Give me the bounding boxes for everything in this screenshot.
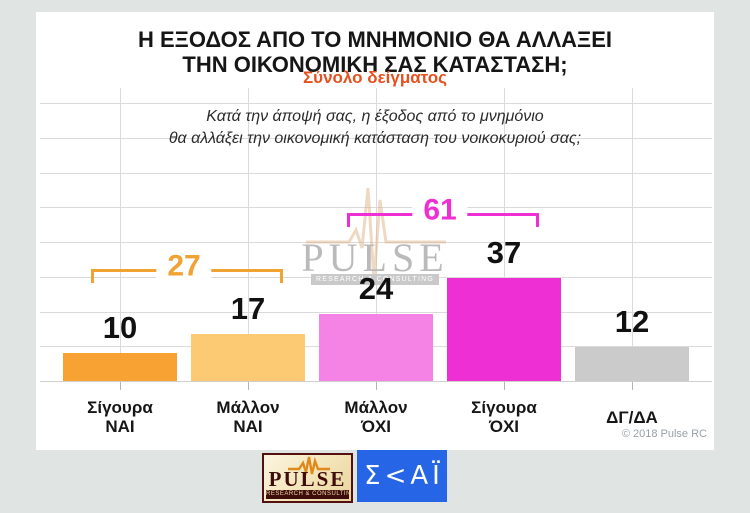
category-label-line: ΌΧΙ (488, 417, 520, 436)
skai-logo-text: Σ<ΑΪ (364, 461, 444, 491)
v-gridline (504, 88, 505, 381)
category-label: Μάλλον ΝΑΙ (184, 396, 312, 438)
category-label: Σίγουρα ΝΑΙ (56, 396, 184, 438)
category-label-line: ΝΑΙ (105, 417, 135, 436)
category-label: ΔΓ/ΔΑ (568, 396, 696, 438)
category-label: Σίγουρα ΌΧΙ (440, 396, 568, 438)
bar-2 (319, 314, 433, 381)
bar-value-label: 24 (358, 271, 394, 306)
bar-value-label: 10 (102, 310, 138, 345)
v-gridline (248, 88, 249, 381)
pulse-logo: PULSE RESEARCH & CONSULTING (262, 453, 353, 503)
bar-1 (191, 334, 305, 381)
category-label: Μάλλον ΌΧΙ (312, 396, 440, 438)
category-label-line: ΔΓ/ΔΑ (606, 407, 658, 427)
bar-4 (575, 347, 689, 381)
category-label-line: Μάλλον (344, 398, 408, 417)
survey-question: Κατά την άποψή σας, η έξοδος από το μνημ… (55, 106, 695, 150)
category-label-line: Μάλλον (216, 398, 280, 417)
page-title: Η ΕΞΟΔΟΣ ΑΠΟ ΤΟ ΜΝΗΜΟΝΙΟ ΘΑ ΑΛΛΑΞΕΙ ΤΗΝ … (36, 27, 714, 77)
sum-bracket-value: 27 (156, 250, 212, 283)
title-line-2: ΤΗΝ ΟΙΚΟΝΟΜΙΚΗ ΣΑΣ ΚΑΤΑΣΤΑΣΗ; (182, 52, 568, 77)
v-gridline (120, 88, 121, 381)
bar-value-label: 17 (230, 291, 266, 326)
bar-value-label: 37 (486, 235, 522, 270)
pulse-logo-waveform-icon (288, 456, 330, 475)
title-line-1: Η ΕΞΟΔΟΣ ΑΠΟ ΤΟ ΜΝΗΜΟΝΙΟ ΘΑ ΑΛΛΑΞΕΙ (138, 27, 612, 52)
category-label-line: ΌΧΙ (360, 417, 392, 436)
x-axis-line (40, 381, 712, 382)
bar-value-label: 12 (614, 304, 650, 339)
skai-logo: Σ<ΑΪ (357, 450, 447, 502)
category-label-line: Σίγουρα (471, 398, 537, 417)
question-line-1: Κατά την άποψή σας, η έξοδος από το μνημ… (206, 108, 544, 125)
v-gridline (632, 88, 633, 381)
x-axis-tick (632, 382, 633, 390)
bar-3 (447, 278, 561, 381)
x-axis-tick (120, 382, 121, 390)
question-line-2: θα αλλάξει την οικονομική κατάσταση του … (168, 130, 582, 147)
category-label-line: ΝΑΙ (233, 417, 263, 436)
sample-subtitle: Σύνολο δείγματος (302, 68, 448, 87)
sum-bracket-value: 61 (412, 194, 468, 227)
x-axis-tick (376, 382, 377, 390)
x-axis-tick (248, 382, 249, 390)
category-label-line: Σίγουρα (87, 398, 153, 417)
pulse-logo-tagline: RESEARCH & CONSULTING (266, 490, 349, 499)
bar-0 (63, 353, 177, 381)
copyright-note: © 2018 Pulse RC (621, 428, 707, 440)
pulse-logo-name: PULSE (268, 467, 347, 491)
chart-card: Η ΕΞΟΔΟΣ ΑΠΟ ΤΟ ΜΝΗΜΟΝΙΟ ΘΑ ΑΛΛΑΞΕΙ ΤΗΝ … (36, 12, 714, 450)
x-axis-tick (504, 382, 505, 390)
